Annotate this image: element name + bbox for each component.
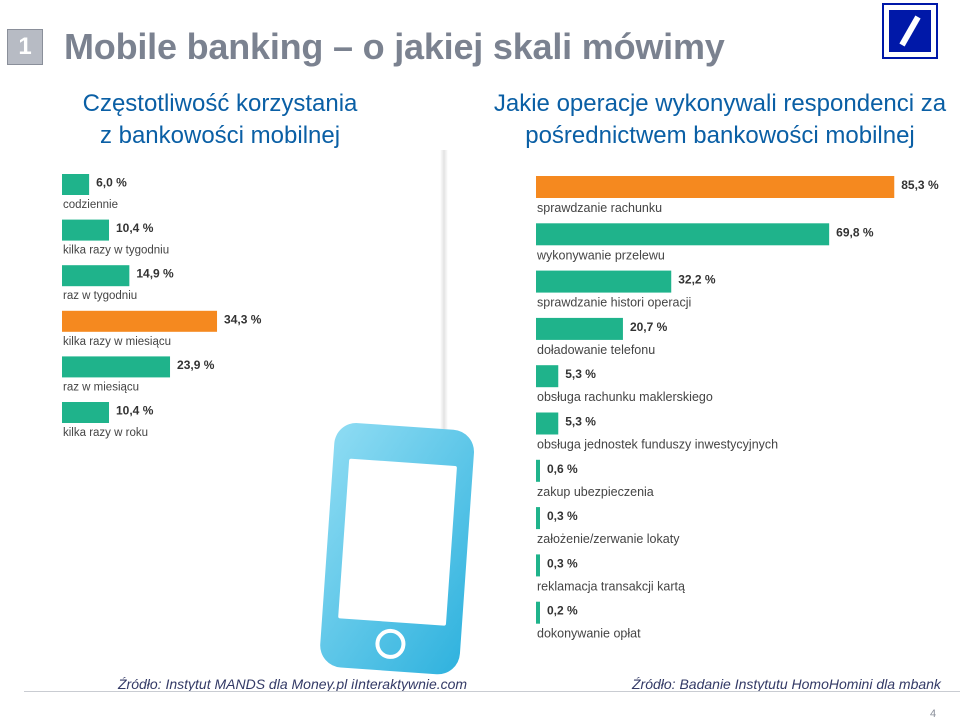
value-label: 5,3 % xyxy=(565,367,596,381)
value-label: 34,3 % xyxy=(224,312,262,326)
left-source-note: Źródło: Instytut MANDS dla Money.pl iInt… xyxy=(118,676,468,692)
category-label: doładowanie telefonu xyxy=(537,343,655,357)
panel-divider xyxy=(440,150,448,630)
value-label: 0,3 % xyxy=(547,509,578,523)
bar-8 xyxy=(536,507,540,530)
value-label: 20,7 % xyxy=(630,320,668,334)
category-label: zakup ubezpieczenia xyxy=(537,485,654,499)
category-label: obsługa rachunku maklerskiego xyxy=(537,390,713,404)
bar-6 xyxy=(62,402,110,423)
right-subtitle-line1: Jakie operacje wykonywali respondenci za xyxy=(493,90,947,117)
right-source-note: Źródło: Badanie Instytutu HomoHomini dla… xyxy=(632,676,941,692)
page-number: 4 xyxy=(930,708,937,720)
bar-5 xyxy=(536,365,559,388)
category-label: reklamacja transakcji kartą xyxy=(537,579,685,593)
bar-1 xyxy=(62,174,90,195)
bar-3 xyxy=(536,270,672,293)
value-label: 32,2 % xyxy=(678,273,716,287)
bar-5 xyxy=(62,356,171,378)
value-label: 10,4 % xyxy=(116,404,154,418)
value-label: 0,3 % xyxy=(547,556,578,570)
bar-1 xyxy=(536,176,895,198)
value-label: 85,3 % xyxy=(901,178,939,192)
bar-7 xyxy=(536,459,540,482)
bar-6 xyxy=(536,412,559,435)
category-label: wykonywanie przelewu xyxy=(536,248,665,262)
left-chart-subtitle: Częstotliwość korzystania z bankowości m… xyxy=(20,88,420,152)
frequency-bar-chart: 6,0 % codziennie 10,4 % kilka razy w tygodn… xyxy=(62,174,262,439)
category-label: sprawdzanie rachunku xyxy=(537,201,662,215)
category-label: kilka razy w tygodniu xyxy=(63,245,169,257)
right-subtitle-line2: pośrednictwem bankowości mobilnej xyxy=(525,122,915,149)
value-label: 14,9 % xyxy=(136,267,174,281)
category-label: obsługa jednostek funduszy inwestycyjnyc… xyxy=(537,438,778,452)
bar-2 xyxy=(62,219,110,241)
deutsche-bank-logo-icon xyxy=(882,3,938,59)
footer-divider xyxy=(24,691,960,692)
category-label: założenie/zerwanie lokaty xyxy=(537,532,680,546)
category-label: dokonywanie opłat xyxy=(537,627,641,641)
bar-4 xyxy=(536,317,623,340)
value-label: 23,9 % xyxy=(177,358,215,372)
category-label: raz w tygodniu xyxy=(63,290,137,302)
category-label: sprawdzanie histori operacji xyxy=(537,296,691,310)
slide-title: Mobile banking – o jakiej skali mówimy xyxy=(64,26,725,67)
bar-9 xyxy=(536,554,540,577)
value-label: 0,6 % xyxy=(547,462,578,476)
slide-number-badge: 1 xyxy=(7,29,43,65)
left-subtitle-line1: Częstotliwość korzystania xyxy=(82,90,358,117)
right-chart-subtitle: Jakie operacje wykonywali respondenci za… xyxy=(460,88,960,152)
bar-4 xyxy=(62,310,218,332)
category-label: codziennie xyxy=(63,199,118,211)
left-subtitle-line2: z bankowości mobilnej xyxy=(99,122,341,149)
category-label: kilka razy w roku xyxy=(63,427,148,439)
value-label: 10,4 % xyxy=(116,221,154,235)
value-label: 6,0 % xyxy=(96,176,127,190)
operations-bar-chart: 85,3 % sprawdzanie rachunku 69,8 % wykonywa… xyxy=(536,176,939,641)
smartphone-icon xyxy=(320,423,474,675)
bar-10 xyxy=(536,601,540,624)
bar-2 xyxy=(536,223,830,246)
bar-3 xyxy=(62,265,130,287)
value-label: 0,2 % xyxy=(547,604,578,618)
value-label: 5,3 % xyxy=(565,415,596,429)
value-label: 69,8 % xyxy=(836,225,874,239)
category-label: kilka razy w miesiącu xyxy=(63,336,171,348)
category-label: raz w miesiącu xyxy=(63,381,139,393)
